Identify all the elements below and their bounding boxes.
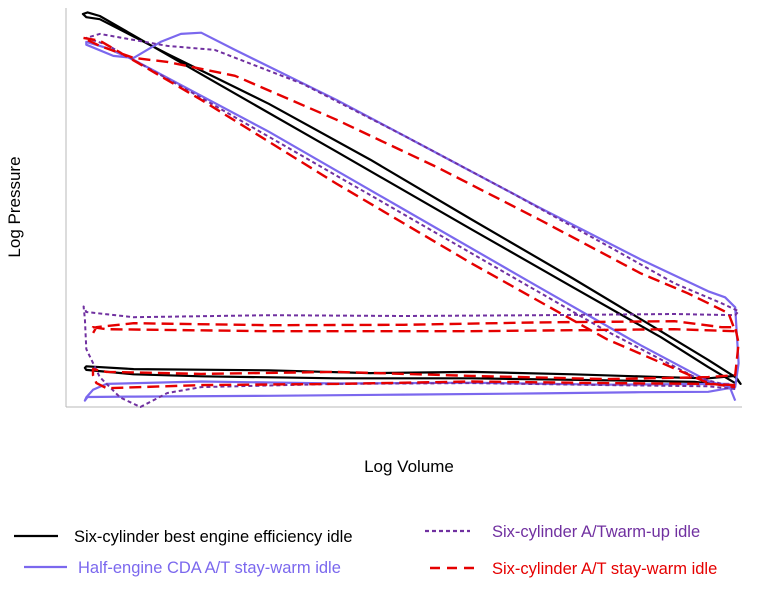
x-axis-label: Log Volume — [364, 457, 454, 476]
y-axis-label: Log Pressure — [5, 156, 24, 257]
series-line-0 — [81, 11, 742, 387]
legend: Six-cylinder best engine efficiency idle… — [14, 523, 717, 578]
legend-label-3: Six-cylinder A/T stay-warm idle — [492, 560, 717, 578]
series-line-2 — [82, 32, 740, 408]
plot-series — [81, 11, 742, 408]
legend-label-1: Half-engine CDA A/T stay-warm idle — [78, 559, 341, 577]
legend-label-0: Six-cylinder best engine efficiency idle — [74, 528, 353, 546]
legend-label-2: Six-cylinder A/Twarm-up idle — [492, 523, 700, 541]
series-line-3 — [81, 36, 740, 390]
